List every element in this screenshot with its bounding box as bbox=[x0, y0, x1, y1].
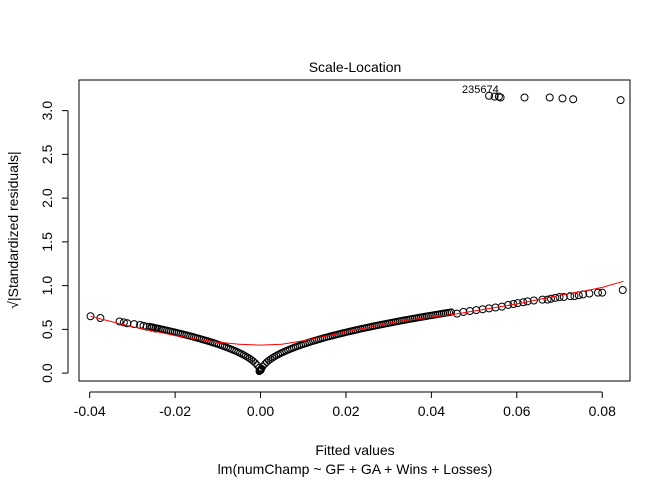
data-point bbox=[529, 296, 538, 305]
data-point bbox=[151, 324, 160, 333]
data-point bbox=[598, 288, 607, 297]
y-tick-label: 2.0 bbox=[39, 188, 55, 208]
data-point bbox=[86, 312, 95, 321]
chart-title: Scale-Location bbox=[309, 59, 402, 75]
data-point bbox=[546, 294, 555, 303]
y-tick-label: 0.5 bbox=[39, 319, 55, 339]
x-tick-label: 0.06 bbox=[503, 403, 530, 419]
data-point bbox=[616, 96, 625, 105]
data-point bbox=[249, 357, 257, 365]
y-tick-label: 1.5 bbox=[39, 232, 55, 252]
y-tick-label: 0.0 bbox=[39, 363, 55, 383]
data-point bbox=[115, 317, 124, 326]
x-tick-label: 0.08 bbox=[589, 403, 616, 419]
chart-subtitle: lm(numChamp ~ GF + GA + Wins + Losses) bbox=[218, 461, 493, 477]
plot-frame bbox=[78, 79, 631, 382]
data-point bbox=[490, 92, 499, 101]
x-tick-label: -0.02 bbox=[159, 403, 191, 419]
data-point bbox=[566, 292, 575, 301]
data-point bbox=[559, 293, 568, 301]
data-point bbox=[543, 295, 552, 304]
data-point bbox=[243, 353, 252, 361]
x-tick-label: -0.04 bbox=[74, 403, 106, 419]
x-axis: -0.04 -0.02 0.00 0.02 0.04 0.06 0.08 bbox=[74, 391, 616, 419]
y-tick-label: 1.0 bbox=[39, 276, 55, 296]
data-point bbox=[593, 288, 602, 297]
x-tick-label: 0.00 bbox=[247, 403, 274, 419]
x-tick-label: 0.04 bbox=[418, 403, 445, 419]
data-point bbox=[545, 93, 554, 102]
y-tick-label: 2.5 bbox=[39, 144, 55, 164]
y-tick-label: 3.0 bbox=[39, 101, 55, 121]
data-point bbox=[270, 352, 279, 361]
data-point bbox=[569, 95, 578, 104]
data-point bbox=[257, 364, 266, 373]
data-point bbox=[447, 308, 455, 316]
y-axis: 0.0 0.5 1.0 1.5 2.0 2.5 3.0 bbox=[39, 101, 69, 383]
data-point bbox=[119, 318, 128, 327]
data-point bbox=[485, 91, 494, 100]
data-point bbox=[551, 293, 560, 302]
data-point bbox=[555, 293, 564, 301]
data-point bbox=[618, 286, 627, 294]
data-point bbox=[491, 303, 500, 312]
data-point bbox=[251, 359, 259, 367]
lowess-smoother-line bbox=[90, 280, 624, 346]
x-tick-label: 0.02 bbox=[332, 403, 359, 419]
data-point bbox=[268, 354, 277, 362]
y-axis-label: √|Standardized residuals| bbox=[5, 151, 21, 308]
data-point bbox=[558, 94, 567, 103]
data-point bbox=[496, 93, 505, 102]
x-axis-label: Fitted values bbox=[315, 442, 394, 458]
data-point bbox=[266, 355, 275, 363]
data-point bbox=[241, 352, 250, 360]
data-point bbox=[494, 92, 503, 101]
data-point bbox=[520, 93, 529, 102]
points-layer bbox=[86, 91, 627, 376]
data-point bbox=[142, 322, 151, 331]
outlier-point-labels: 235674 bbox=[462, 84, 499, 96]
